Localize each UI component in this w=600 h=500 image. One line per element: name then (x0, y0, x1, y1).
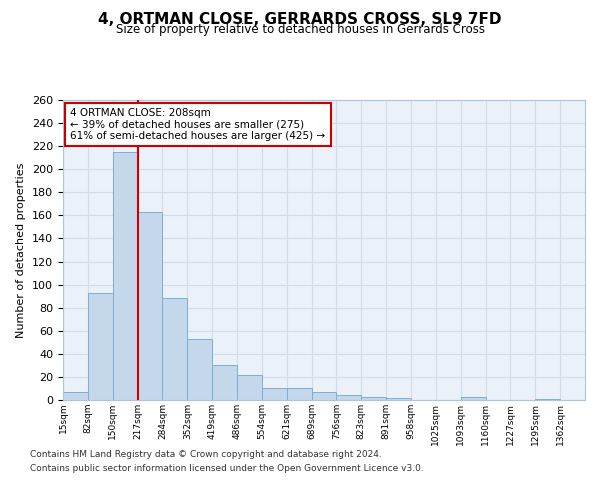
Bar (262, 388, 287, 400)
Text: Size of property relative to detached houses in Gerrards Cross: Size of property relative to detached ho… (115, 24, 485, 36)
Bar (63, 392, 88, 400)
Text: Contains HM Land Registry data © Crown copyright and database right 2024.: Contains HM Land Registry data © Crown c… (30, 450, 382, 459)
Bar (113, 152, 137, 400)
Bar (311, 392, 337, 400)
Bar (137, 212, 163, 400)
Bar (337, 396, 361, 400)
Bar (535, 399, 560, 400)
Bar (237, 374, 262, 400)
Bar (287, 388, 311, 400)
Text: Contains public sector information licensed under the Open Government Licence v3: Contains public sector information licen… (30, 464, 424, 473)
Bar (88, 292, 113, 400)
Bar (361, 396, 386, 400)
Bar (461, 396, 485, 400)
Text: 4, ORTMAN CLOSE, GERRARDS CROSS, SL9 7FD: 4, ORTMAN CLOSE, GERRARDS CROSS, SL9 7FD (98, 12, 502, 28)
Bar (163, 298, 187, 400)
Bar (386, 398, 411, 400)
Bar (187, 339, 212, 400)
Text: 4 ORTMAN CLOSE: 208sqm
← 39% of detached houses are smaller (275)
61% of semi-de: 4 ORTMAN CLOSE: 208sqm ← 39% of detached… (70, 108, 326, 142)
Y-axis label: Number of detached properties: Number of detached properties (16, 162, 26, 338)
Bar (212, 366, 237, 400)
